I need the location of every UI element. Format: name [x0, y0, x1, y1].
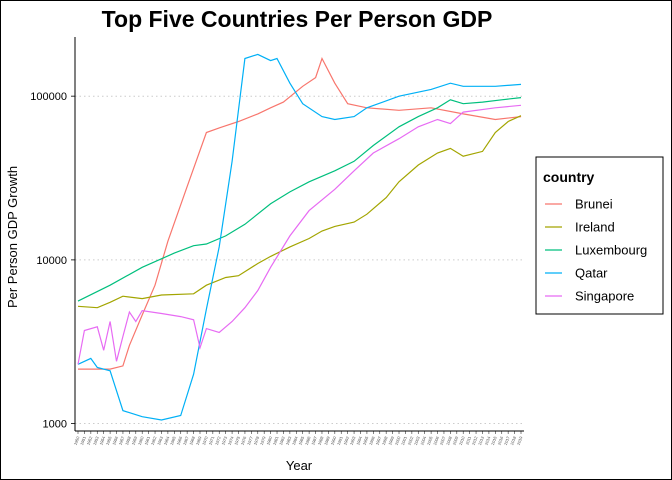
x-tick-label: 1980 — [265, 435, 273, 446]
legend-label-brunei: Brunei — [575, 197, 613, 212]
x-tick-label: 1997 — [374, 435, 382, 446]
x-tick-label: 1969 — [195, 435, 203, 446]
x-tick-label: 1958 — [124, 435, 132, 446]
x-tick-label: 1987 — [310, 435, 318, 446]
legend-title: country — [543, 169, 595, 185]
x-tick-label: 1962 — [150, 435, 158, 446]
x-tick-label: 1982 — [278, 435, 286, 446]
legend-label-ireland: Ireland — [575, 220, 615, 235]
x-tick-label: 2006 — [432, 435, 440, 446]
x-tick-label: 2008 — [445, 435, 453, 446]
x-tick-label: 1968 — [188, 435, 196, 446]
x-tick-label: 2001 — [400, 435, 408, 446]
x-tick-label: 1954 — [98, 435, 106, 446]
legend-box — [535, 156, 664, 315]
x-tick-label: 1972 — [214, 435, 222, 446]
x-tick-label: 1999 — [387, 435, 395, 446]
legend-items: Brunei Ireland Luxembourg Qatar Singapore — [545, 197, 647, 304]
x-tick-label: 2013 — [477, 435, 485, 446]
x-tick-label: 2011 — [464, 435, 472, 446]
y-tick-label: 100000 — [30, 91, 67, 103]
x-tick-label: 1965 — [169, 435, 177, 446]
x-tick-label: 2005 — [426, 435, 434, 446]
legend: country Brunei Ireland Luxembourg Qatar Sing… — [535, 156, 664, 315]
x-tick-label: 1993 — [349, 435, 357, 446]
x-tick-label: 1967 — [182, 435, 190, 446]
x-tick-label: 2018 — [509, 435, 517, 446]
legend-label-qatar: Qatar — [575, 266, 608, 281]
x-tick-label: 2015 — [490, 435, 498, 446]
x-tick-label: 2017 — [503, 435, 511, 446]
x-axis-title: Year — [286, 458, 313, 473]
series-line-ireland — [77, 115, 522, 309]
x-tick-label: 1991 — [336, 435, 344, 446]
y-tick-label: 1000 — [43, 419, 67, 431]
x-tick-label: 2003 — [413, 435, 421, 446]
x-tick-label: 1986 — [304, 435, 312, 446]
x-axis-ticks: 1950195119521953195419551956195719581959… — [73, 431, 524, 446]
x-tick-label: 1950 — [73, 435, 81, 446]
x-tick-label: 1971 — [208, 435, 216, 446]
x-tick-label: 1959 — [130, 435, 138, 446]
legend-label-luxembourg: Luxembourg — [575, 243, 647, 258]
x-tick-label: 1955 — [105, 435, 113, 446]
chart-title: Top Five Countries Per Person GDP — [102, 6, 493, 32]
x-tick-label: 1966 — [175, 435, 183, 446]
x-tick-label: 2004 — [419, 435, 427, 446]
series-line-brunei — [78, 56, 522, 370]
x-tick-label: 1960 — [137, 435, 145, 446]
x-tick-label: 1981 — [272, 435, 280, 446]
x-tick-label: 1979 — [259, 435, 267, 446]
x-tick-label: 1992 — [342, 435, 350, 446]
x-tick-label: 1976 — [240, 435, 248, 446]
x-tick-label: 2016 — [496, 435, 504, 446]
x-tick-label: 1985 — [297, 435, 305, 446]
x-tick-label: 1988 — [317, 435, 325, 446]
x-tick-label: 1984 — [291, 435, 299, 446]
x-tick-label: 1975 — [233, 435, 241, 446]
x-tick-label: 2010 — [458, 435, 466, 446]
y-axis-ticks: 1000 10000 100000 — [30, 91, 75, 431]
x-tick-label: 1970 — [201, 435, 209, 446]
x-tick-label: 1963 — [156, 435, 164, 446]
y-axis-title: Per Person GDP Growth — [5, 166, 20, 308]
x-tick-label: 1974 — [227, 435, 235, 446]
x-tick-label: 2002 — [407, 435, 415, 446]
x-tick-label: 1990 — [330, 435, 338, 446]
x-tick-label: 2007 — [439, 435, 447, 446]
series-line-qatar — [77, 53, 522, 421]
x-tick-label: 1973 — [220, 435, 228, 446]
x-tick-label: 1977 — [246, 435, 254, 446]
x-tick-label: 1964 — [163, 435, 171, 446]
x-tick-label: 1994 — [355, 435, 363, 446]
x-tick-label: 2000 — [394, 435, 402, 446]
series-lines — [77, 53, 522, 421]
x-tick-label: 1983 — [285, 435, 293, 446]
legend-label-singapore: Singapore — [575, 289, 634, 304]
x-tick-label: 1957 — [118, 435, 126, 446]
x-tick-label: 2019 — [516, 435, 524, 446]
series-line-luxembourg — [77, 97, 522, 302]
x-tick-label: 1995 — [362, 435, 370, 446]
x-tick-label: 1998 — [381, 435, 389, 446]
x-tick-label: 1996 — [368, 435, 376, 446]
gridlines — [75, 95, 524, 425]
y-tick-label: 10000 — [36, 255, 67, 267]
x-tick-label: 2009 — [451, 435, 459, 446]
x-tick-label: 1978 — [252, 435, 260, 446]
x-tick-label: 1951 — [79, 435, 87, 446]
x-tick-label: 1989 — [323, 435, 331, 446]
x-tick-label: 1953 — [92, 435, 100, 446]
x-tick-label: 2012 — [471, 435, 479, 446]
x-tick-label: 2014 — [484, 435, 492, 446]
x-tick-label: 1961 — [143, 435, 151, 446]
x-tick-label: 1956 — [111, 435, 119, 446]
x-tick-label: 1952 — [86, 435, 94, 446]
series-line-singapore — [77, 104, 522, 365]
